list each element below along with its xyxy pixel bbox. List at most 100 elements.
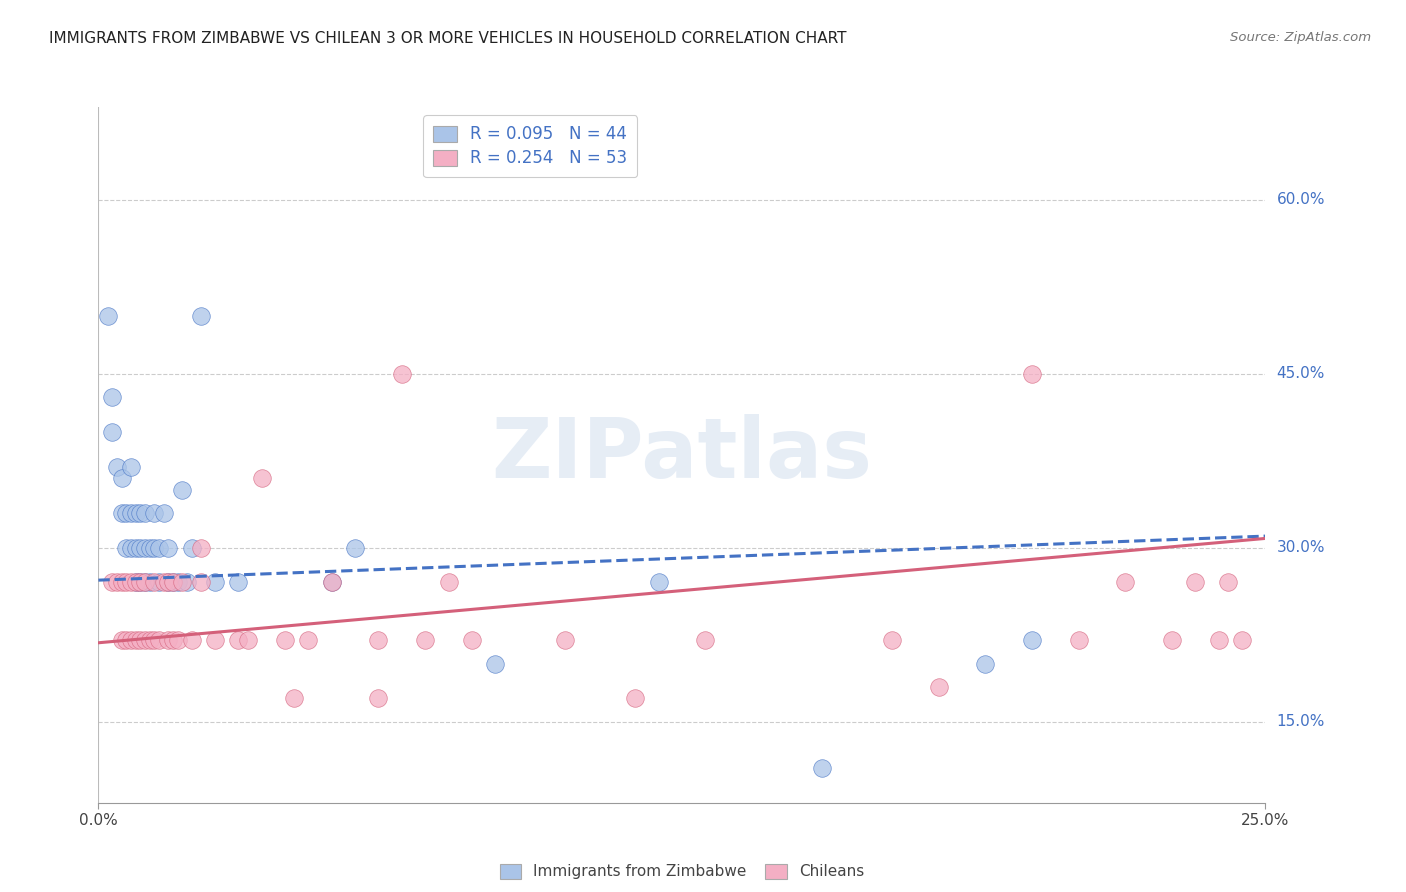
Point xyxy=(1021,633,1043,648)
Point xyxy=(129,506,152,520)
Point xyxy=(129,541,152,555)
Point xyxy=(695,633,717,648)
Point xyxy=(811,761,834,775)
Point xyxy=(157,575,180,590)
Point xyxy=(115,633,138,648)
Point xyxy=(148,575,170,590)
Point xyxy=(152,575,174,590)
Point xyxy=(1208,633,1230,648)
Point xyxy=(152,506,174,520)
Point xyxy=(120,633,142,648)
Point xyxy=(139,541,162,555)
Point xyxy=(111,471,134,485)
Point xyxy=(157,575,180,590)
Text: ZIPatlas: ZIPatlas xyxy=(492,415,872,495)
Point xyxy=(180,633,202,648)
Text: IMMIGRANTS FROM ZIMBABWE VS CHILEAN 3 OR MORE VEHICLES IN HOUSEHOLD CORRELATION : IMMIGRANTS FROM ZIMBABWE VS CHILEAN 3 OR… xyxy=(49,31,846,46)
Point xyxy=(120,506,142,520)
Point xyxy=(111,633,134,648)
Point xyxy=(111,575,134,590)
Point xyxy=(157,633,180,648)
Point xyxy=(236,633,259,648)
Point xyxy=(166,633,188,648)
Point xyxy=(125,575,148,590)
Point xyxy=(176,575,198,590)
Point xyxy=(297,633,319,648)
Point xyxy=(554,633,576,648)
Point xyxy=(190,309,212,323)
Point xyxy=(148,633,170,648)
Point xyxy=(143,633,166,648)
Point xyxy=(129,575,152,590)
Point xyxy=(1184,575,1206,590)
Point xyxy=(139,633,162,648)
Point xyxy=(115,541,138,555)
Point xyxy=(190,575,212,590)
Point xyxy=(134,575,156,590)
Legend: Immigrants from Zimbabwe, Chileans: Immigrants from Zimbabwe, Chileans xyxy=(494,858,870,886)
Text: 60.0%: 60.0% xyxy=(1277,193,1324,207)
Point xyxy=(129,575,152,590)
Point xyxy=(1230,633,1253,648)
Point xyxy=(228,633,250,648)
Point xyxy=(125,506,148,520)
Point xyxy=(129,633,152,648)
Point xyxy=(134,633,156,648)
Point xyxy=(624,691,647,706)
Point xyxy=(180,541,202,555)
Point xyxy=(283,691,305,706)
Point xyxy=(1161,633,1184,648)
Point xyxy=(125,541,148,555)
Point xyxy=(143,575,166,590)
Point xyxy=(105,459,128,474)
Point xyxy=(139,575,162,590)
Point xyxy=(647,575,669,590)
Point xyxy=(1067,633,1090,648)
Point xyxy=(250,471,273,485)
Point xyxy=(134,541,156,555)
Point xyxy=(143,506,166,520)
Point xyxy=(880,633,903,648)
Point xyxy=(344,541,367,555)
Point xyxy=(143,541,166,555)
Point xyxy=(484,657,506,671)
Point xyxy=(437,575,460,590)
Point xyxy=(97,309,120,323)
Point xyxy=(461,633,484,648)
Point xyxy=(125,633,148,648)
Point xyxy=(1114,575,1136,590)
Point xyxy=(928,680,950,694)
Point xyxy=(120,575,142,590)
Point xyxy=(204,575,226,590)
Point xyxy=(120,459,142,474)
Text: Source: ZipAtlas.com: Source: ZipAtlas.com xyxy=(1230,31,1371,45)
Point xyxy=(413,633,436,648)
Point xyxy=(101,425,124,439)
Point xyxy=(162,575,184,590)
Point xyxy=(134,575,156,590)
Point xyxy=(1021,367,1043,381)
Point xyxy=(204,633,226,648)
Point xyxy=(115,506,138,520)
Point xyxy=(321,575,343,590)
Text: 30.0%: 30.0% xyxy=(1277,541,1324,555)
Point xyxy=(1216,575,1239,590)
Point xyxy=(228,575,250,590)
Text: 45.0%: 45.0% xyxy=(1277,367,1324,381)
Text: 15.0%: 15.0% xyxy=(1277,714,1324,729)
Point xyxy=(367,691,389,706)
Point xyxy=(367,633,389,648)
Point xyxy=(274,633,297,648)
Point xyxy=(115,575,138,590)
Point xyxy=(111,506,134,520)
Point xyxy=(148,541,170,555)
Point xyxy=(120,541,142,555)
Point xyxy=(321,575,343,590)
Point xyxy=(157,541,180,555)
Point xyxy=(172,575,194,590)
Point xyxy=(125,575,148,590)
Point xyxy=(162,575,184,590)
Point xyxy=(190,541,212,555)
Point xyxy=(974,657,997,671)
Point xyxy=(134,506,156,520)
